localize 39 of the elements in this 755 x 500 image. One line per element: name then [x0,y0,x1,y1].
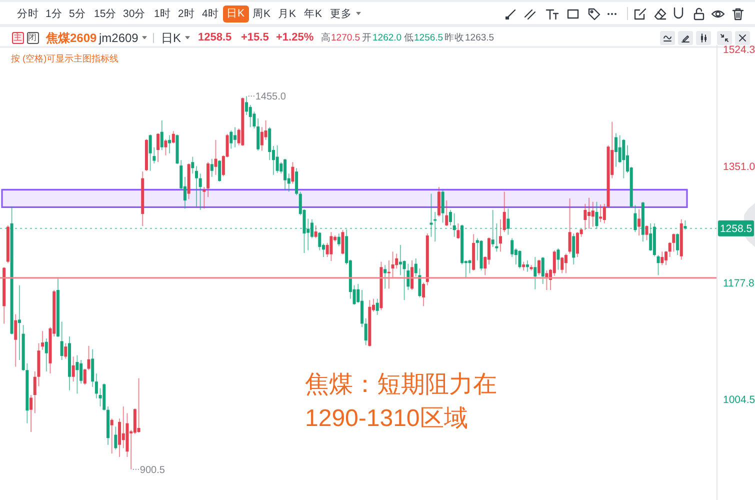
text: +15.5 [241,31,269,43]
chart-subtitle: jm2609 [99,30,138,44]
annotation: 焦煤：短期阻力在 [305,371,497,398]
text: 1分 [46,7,62,20]
text: 主 [14,32,22,42]
y-tick-label: 1177.8 [723,277,754,290]
text: 开 [362,32,372,43]
text: 闭 [28,32,37,42]
y-tick-label: 1351.0 [723,160,755,173]
text: 月K [278,7,296,20]
text: 更多 [330,7,352,20]
text: 15分 [94,7,117,20]
text: 30分 [123,7,146,20]
text: 1258.5 [198,31,232,43]
annotation: 1455.0 [255,92,286,103]
annotation: 按 (空格)可显示主图指标线 [11,53,119,64]
text: 周K [252,7,271,20]
text: 昨收 [444,32,464,43]
text: 2时 [178,7,195,20]
text: +1.25% [276,31,314,43]
annotation: 1290-1310区域 [305,405,468,432]
text: 1262.0 [372,32,402,43]
text: 4时 [202,7,219,20]
text: 低 [404,32,414,43]
ref-line-label: 1258.5 [720,223,752,236]
chart-title: 焦煤2609 [46,30,97,44]
text: 5分 [69,7,86,20]
text: 年K [304,7,322,20]
text: 日K [161,30,182,44]
text: 1时 [154,7,171,20]
text: 1256.5 [414,32,444,43]
annotation: 900.5 [140,464,166,476]
text: 1270.5 [331,32,360,43]
text: 1263.5 [465,32,494,43]
text: 分时 [17,7,39,20]
text: 高 [321,32,331,43]
y-tick-label: 1524.3 [723,44,755,56]
y-tick-label: 1004.5 [723,394,755,406]
text: 日K [226,7,244,20]
